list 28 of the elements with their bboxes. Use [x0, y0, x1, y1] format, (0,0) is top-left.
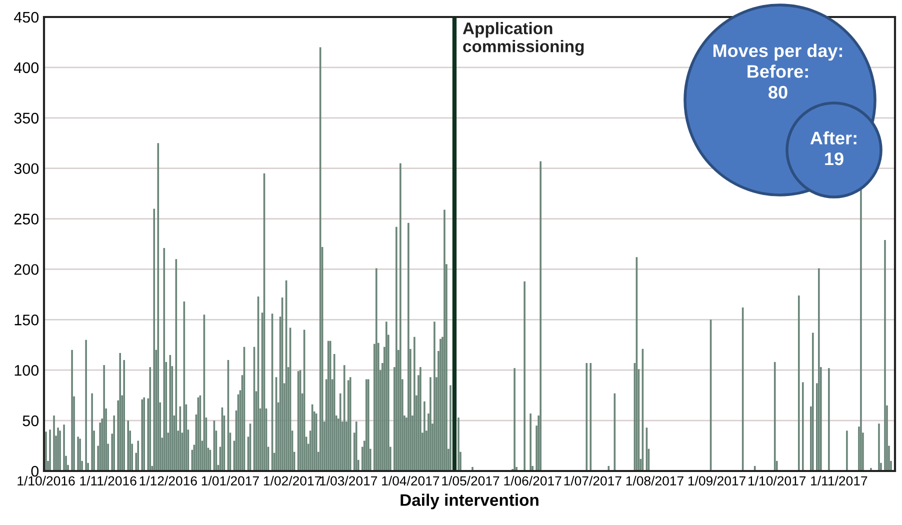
y-tick-label: 200 [14, 264, 39, 275]
x-tick-label: 1/09/2017 [688, 476, 746, 486]
x-axis-title: Daily intervention [400, 494, 538, 510]
y-tick-label: 350 [14, 112, 39, 124]
y-tick-label: 250 [14, 214, 39, 224]
y-tick-label: 0 [31, 466, 39, 477]
x-tick-label: 1/05/2017 [442, 476, 500, 486]
x-tick-label: 1/12/2016 [140, 476, 197, 486]
y-tick-label: 150 [14, 314, 39, 326]
x-tick-label: 1/10/2017 [748, 476, 806, 486]
x-tick-label: 1/07/2017 [564, 476, 622, 486]
x-tick-label: 1/11/2017 [811, 476, 868, 486]
y-tick-label: 300 [14, 163, 39, 174]
x-tick-label: 1/11/2016 [80, 476, 136, 486]
x-tick-label: 1/10/2016 [18, 476, 75, 486]
annotation: After: 19 [810, 131, 856, 166]
y-tick-label: 50 [22, 415, 39, 426]
annotation: Moves per day: Before: 80 [713, 44, 842, 99]
y-tick-label: 400 [14, 62, 39, 74]
x-tick-label: 1/03/2017 [320, 476, 378, 486]
x-tick-label: 1/01/2017 [202, 476, 259, 486]
x-tick-label: 1/04/2017 [382, 476, 440, 486]
ref-line-label: Application commissioning [462, 22, 584, 56]
x-tick-label: 1/02/2017 [264, 476, 321, 486]
y-tick-label: 100 [14, 364, 39, 376]
x-tick-label: 1/08/2017 [626, 476, 684, 486]
x-tick-label: 1/06/2017 [504, 476, 562, 486]
y-tick-label: 450 [14, 12, 39, 23]
